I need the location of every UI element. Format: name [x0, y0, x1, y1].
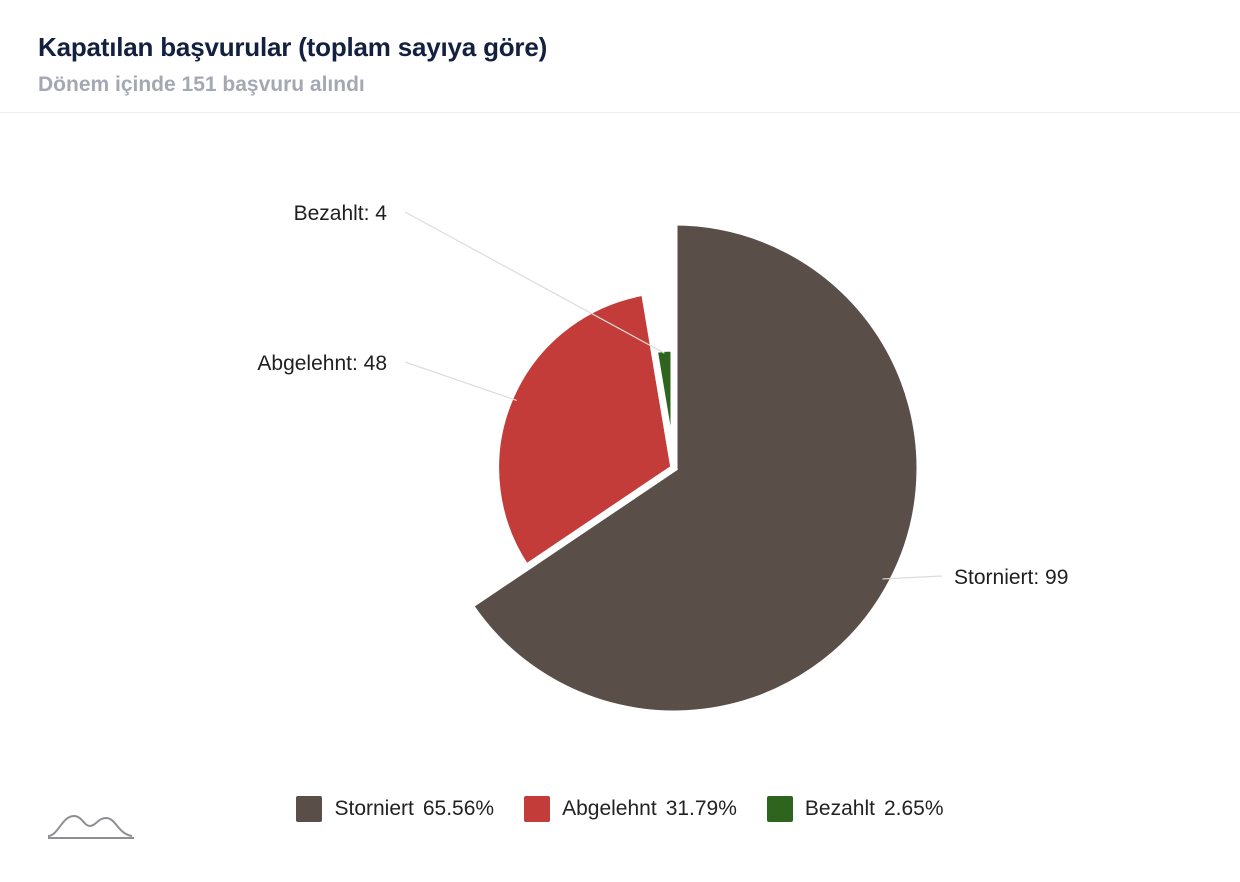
legend-swatch-storniert: [296, 796, 323, 822]
legend-label: Bezahlt: [804, 797, 875, 820]
chart-legend: Storniert 65.56% Abgelehnt 31.79% Bezahl…: [0, 796, 1240, 822]
leader-line-abgelehnt: [404, 361, 517, 401]
leader-line-bezahlt: [404, 211, 665, 354]
leader-line-storniert: [882, 575, 943, 580]
legend-swatch-bezahlt: [766, 796, 793, 822]
pie-slice-bezahlt[interactable]: [650, 344, 678, 469]
legend-swatch-abgelehnt: [524, 796, 551, 822]
legend-label: Abgelehnt: [562, 797, 657, 820]
legend-percent: 65.56%: [422, 797, 495, 820]
data-label-storniert: Storniert: 99: [954, 566, 1068, 589]
pie-slice-storniert[interactable]: [465, 218, 924, 718]
legend-percent: 2.65%: [883, 797, 944, 820]
legend-percent: 31.79%: [665, 797, 737, 820]
data-label-abgelehnt: Abgelehnt: 48: [257, 352, 387, 375]
chart-header: Kapatılan başvurular (toplam sayıya göre…: [0, 0, 1240, 113]
legend-item-bezahlt[interactable]: Bezahlt 2.65%: [766, 796, 944, 822]
chart-title: Kapatılan başvurular (toplam sayıya göre…: [38, 32, 548, 62]
legend-label: Storniert: [334, 797, 414, 820]
legend-item-abgelehnt[interactable]: Abgelehnt 31.79%: [524, 796, 737, 822]
app-logo-icon: [47, 814, 134, 839]
legend-item-storniert[interactable]: Storniert 65.56%: [296, 796, 494, 822]
data-label-bezahlt: Bezahlt: 4: [294, 202, 388, 225]
chart-subtitle: Dönem içinde 151 başvuru alındı: [38, 73, 365, 96]
